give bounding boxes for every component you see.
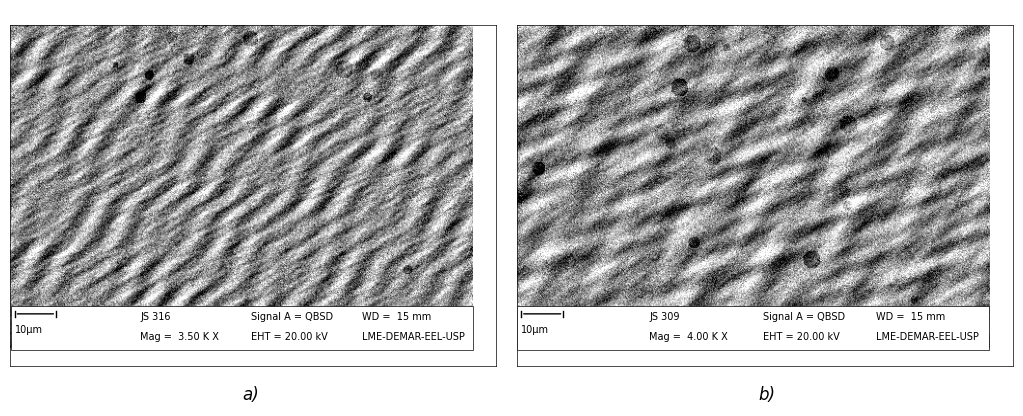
Bar — [517, 306, 989, 350]
Text: 10μm: 10μm — [14, 325, 43, 335]
Text: JS 309: JS 309 — [650, 312, 679, 322]
Text: EHT = 20.00 kV: EHT = 20.00 kV — [762, 332, 839, 342]
Bar — [10, 306, 473, 350]
Text: JS 316: JS 316 — [140, 312, 171, 322]
Text: Mag =  3.50 K X: Mag = 3.50 K X — [140, 332, 219, 342]
Text: LME-DEMAR-EEL-USP: LME-DEMAR-EEL-USP — [362, 332, 464, 342]
Text: Signal A = QBSD: Signal A = QBSD — [251, 312, 333, 322]
Text: LME-DEMAR-EEL-USP: LME-DEMAR-EEL-USP — [876, 332, 979, 342]
Text: a): a) — [242, 386, 259, 404]
Text: 10μm: 10μm — [521, 325, 549, 335]
Text: WD =  15 mm: WD = 15 mm — [876, 312, 945, 322]
Text: EHT = 20.00 kV: EHT = 20.00 kV — [251, 332, 327, 342]
Text: Mag =  4.00 K X: Mag = 4.00 K X — [650, 332, 728, 342]
Text: WD =  15 mm: WD = 15 mm — [362, 312, 432, 322]
Text: b): b) — [759, 386, 775, 404]
Text: Signal A = QBSD: Signal A = QBSD — [762, 312, 845, 322]
